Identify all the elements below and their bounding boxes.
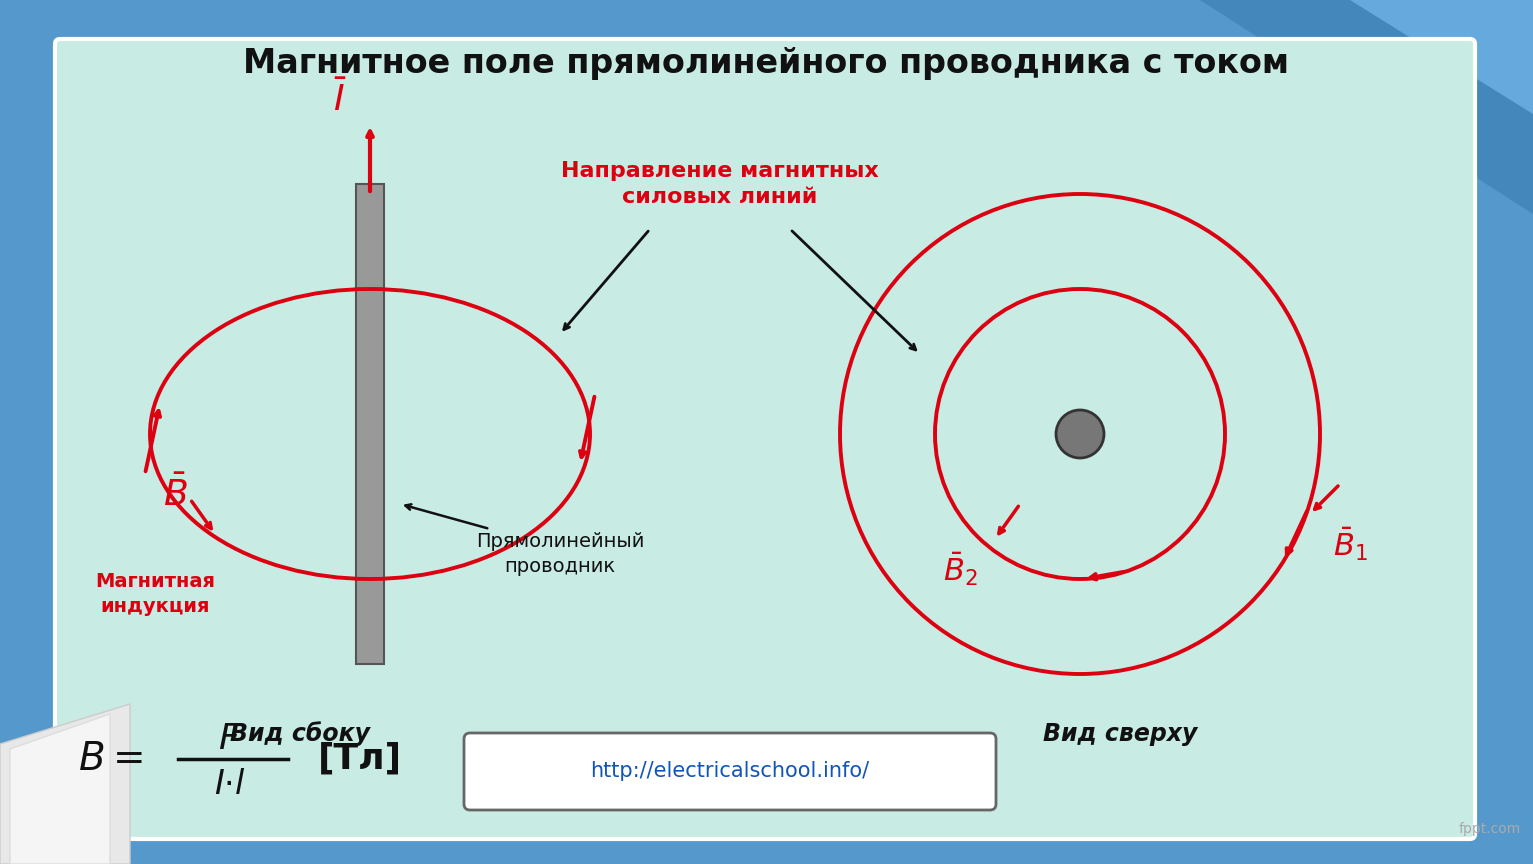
- Text: fppt.com: fppt.com: [1459, 822, 1521, 836]
- Text: Вид сбоку: Вид сбоку: [230, 721, 369, 746]
- Text: Магнитное поле прямолинейного проводника с током: Магнитное поле прямолинейного проводника…: [242, 48, 1289, 80]
- Text: $\bar{B}_1$: $\bar{B}_1$: [1332, 525, 1367, 562]
- Polygon shape: [11, 714, 110, 864]
- Text: $\bar{B}$: $\bar{B}$: [162, 475, 187, 512]
- Text: $\bar{B}_2$: $\bar{B}_2$: [943, 550, 978, 588]
- Text: [Тл]: [Тл]: [317, 742, 402, 776]
- Polygon shape: [1200, 0, 1533, 214]
- Text: Прямолинейный
проводник: Прямолинейный проводник: [475, 532, 644, 576]
- Polygon shape: [0, 704, 130, 864]
- Text: $\bar{I}$: $\bar{I}$: [333, 80, 346, 118]
- Text: $B=$: $B=$: [78, 740, 143, 778]
- FancyBboxPatch shape: [464, 733, 996, 810]
- Circle shape: [1056, 410, 1104, 458]
- Text: Магнитная
индукция: Магнитная индукция: [95, 572, 215, 616]
- Polygon shape: [1351, 0, 1533, 114]
- Text: Вид сверху: Вид сверху: [1042, 722, 1197, 746]
- Text: Направление магнитных
силовых линий: Направление магнитных силовых линий: [561, 161, 878, 207]
- FancyBboxPatch shape: [356, 184, 383, 664]
- Text: http://electricalschool.info/: http://electricalschool.info/: [590, 761, 869, 781]
- FancyBboxPatch shape: [55, 39, 1475, 839]
- Text: $F$: $F$: [218, 722, 242, 756]
- Text: $I{\cdot}l$: $I{\cdot}l$: [215, 767, 245, 801]
